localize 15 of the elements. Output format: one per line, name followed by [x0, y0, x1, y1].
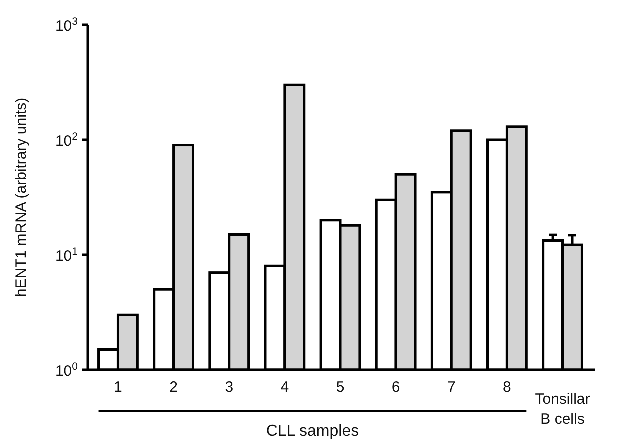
text: CLL samples	[266, 423, 360, 440]
x-tick-label: 5	[336, 379, 345, 396]
x-tick-label: 8	[503, 379, 512, 396]
y-tick-label: 10$^{0}$	[55, 361, 78, 380]
y-tick-label: 10$^{2}$	[55, 131, 78, 150]
y-tick-label: 10$^{3}$	[55, 16, 78, 35]
y-axis-title: hENT1 mRNA (arbitrary units)	[13, 98, 30, 298]
x-tick-label: 3	[225, 379, 234, 396]
x-tick-label: 4	[280, 379, 290, 396]
x-tick-label: 7	[447, 379, 456, 396]
x-tick-label: 6	[392, 379, 400, 396]
y-tick-label: 10$^{1}$	[55, 246, 78, 265]
x-tick-label: 2	[170, 379, 178, 396]
x-tick-label: 1	[114, 379, 122, 396]
x-tick-label: Tonsillar B cells	[535, 391, 590, 428]
